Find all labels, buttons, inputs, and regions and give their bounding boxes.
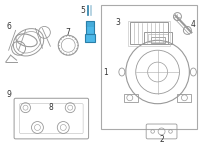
- Bar: [177, 94, 191, 102]
- Bar: [144, 32, 172, 44]
- Text: 3: 3: [115, 18, 120, 27]
- Bar: [130, 22, 168, 44]
- Text: 5: 5: [81, 6, 86, 15]
- Text: 1: 1: [104, 67, 108, 77]
- Bar: [148, 34, 168, 42]
- Text: 2: 2: [159, 135, 164, 144]
- Bar: [86, 20, 94, 34]
- Text: 6: 6: [6, 22, 11, 31]
- Bar: [85, 34, 95, 42]
- Bar: [124, 94, 138, 102]
- Text: 9: 9: [6, 90, 11, 99]
- Text: 7: 7: [66, 28, 71, 37]
- Text: 4: 4: [191, 20, 196, 29]
- Bar: [128, 20, 170, 46]
- Bar: [101, 5, 197, 129]
- Bar: [151, 37, 165, 43]
- Text: 8: 8: [49, 103, 54, 112]
